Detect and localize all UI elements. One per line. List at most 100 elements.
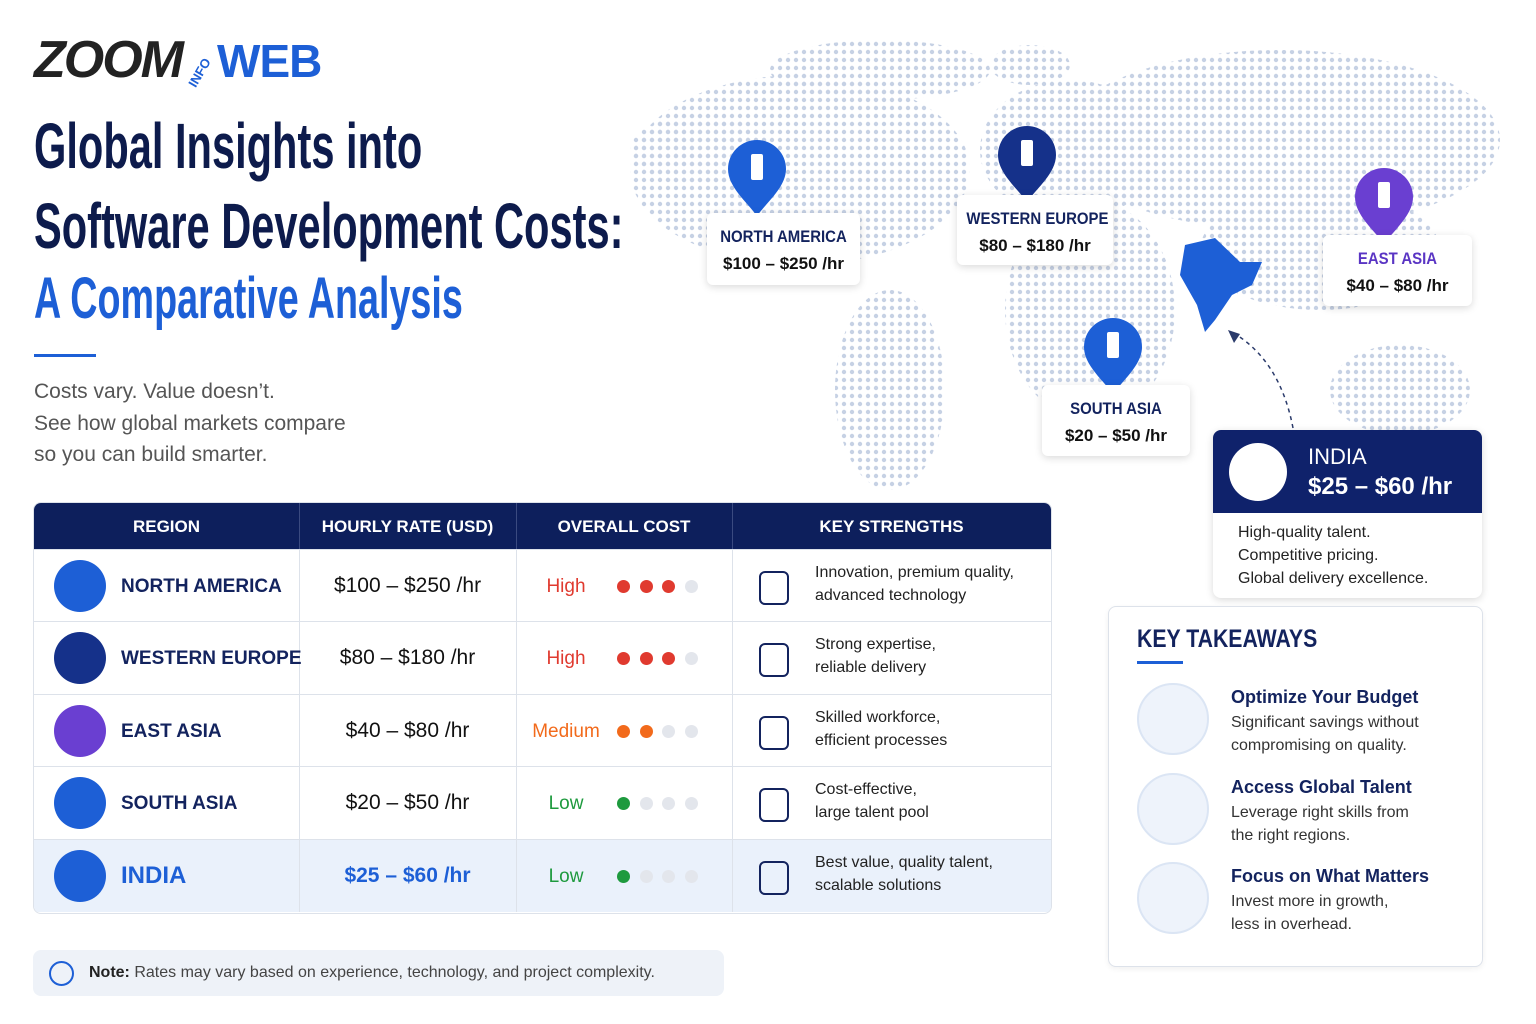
col-divider xyxy=(516,622,517,695)
takeaway-title: Focus on What Matters xyxy=(1231,866,1430,886)
logo-web: WEB xyxy=(217,35,322,87)
pin-rate: $80 – $180 /hr xyxy=(979,236,1091,255)
hourly-rate: $40 – $80 /hr xyxy=(345,718,470,742)
col-divider xyxy=(516,550,517,622)
cost-level: Low xyxy=(548,793,584,815)
pin-rate: $40 – $80 /hr xyxy=(1346,276,1449,295)
pin-label: WESTERN EUROPE $80 – $180 /hr xyxy=(957,195,1113,265)
pin-region: NORTH AMERICA xyxy=(720,227,847,246)
region-name: WESTERN EUROPE xyxy=(121,648,302,670)
table-row: WESTERN EUROPE $80 – $180 /hr High Strong e… xyxy=(34,621,1051,695)
takeaway-line: compromising on quality. xyxy=(1231,737,1407,754)
region-icon xyxy=(54,849,106,902)
note-icon xyxy=(49,961,74,986)
col-divider xyxy=(299,839,300,912)
col-divider xyxy=(299,694,300,767)
region-icon xyxy=(54,560,106,612)
col-divider xyxy=(516,767,517,840)
pin-glyph xyxy=(1378,182,1390,208)
intro-line: Costs vary. Value doesn’t. xyxy=(34,380,275,403)
cost-dot-empty xyxy=(684,869,698,883)
header-cell: REGION xyxy=(132,517,201,536)
india-highlight xyxy=(1180,238,1262,332)
col-divider xyxy=(299,767,300,840)
pin-region: EAST ASIA xyxy=(1357,249,1438,268)
note: Note: Rates may vary based on experience… xyxy=(33,950,724,996)
strength-icon xyxy=(759,860,789,895)
strength-line: large talent pool xyxy=(815,804,929,822)
cost-dot-empty xyxy=(639,797,653,811)
pin-glyph xyxy=(1107,332,1119,358)
table-row: SOUTH ASIA $20 – $50 /hr Low Cost-effective… xyxy=(34,766,1051,840)
header-cell: OVERALL COST xyxy=(557,517,691,536)
note-body: Rates may vary based on experience, tech… xyxy=(134,964,655,981)
subtitle: A Comparative Analysis xyxy=(34,266,463,331)
logo: ZOOM INFOWEB xyxy=(34,30,322,94)
col-divider xyxy=(732,767,733,840)
note-text: Note: Rates may vary based on experience… xyxy=(89,964,655,982)
col-divider xyxy=(299,622,300,695)
arrow xyxy=(1231,331,1294,429)
india-callout-line: High-quality talent. xyxy=(1238,524,1371,541)
col-divider xyxy=(299,503,300,549)
takeaway-title: Access Global Talent xyxy=(1231,776,1412,797)
title-line: Software Development Costs: xyxy=(34,190,624,262)
cost-dot-filled xyxy=(639,724,653,738)
table: REGION HOURLY RATE (USD) OVERALL COST KEY S… xyxy=(33,502,1052,914)
india-callout-region: INDIA xyxy=(1308,444,1367,469)
cost-dot-empty xyxy=(684,797,698,811)
table-row: INDIA $25 – $60 /hr Low Best value, quality… xyxy=(34,838,1051,912)
col-divider xyxy=(732,503,733,549)
cost-level: High xyxy=(546,648,586,670)
arrow-head xyxy=(1228,330,1240,343)
takeaway-line: Significant savings without xyxy=(1231,714,1419,731)
india-icon xyxy=(1229,443,1287,501)
pin-label: SOUTH ASIA $20 – $50 /hr xyxy=(1042,385,1190,456)
intro-line: so you can build smarter. xyxy=(34,443,268,466)
header-cell: KEY STRENGTHS xyxy=(819,517,964,536)
india-callout-rate: $25 – $60 /hr xyxy=(1308,473,1453,500)
col-divider xyxy=(516,839,517,912)
hourly-rate: $80 – $180 /hr xyxy=(339,646,476,670)
logo-info: INFO xyxy=(185,55,214,90)
takeaway-line: less in overhead. xyxy=(1231,916,1352,933)
col-divider xyxy=(516,503,517,549)
strength-line: efficient processes xyxy=(815,731,948,749)
cost-dot-empty xyxy=(684,724,698,738)
region-icon xyxy=(54,777,106,830)
table-header: REGION HOURLY RATE (USD) OVERALL COST KEY S… xyxy=(34,503,1051,549)
pin-region: WESTERN EUROPE xyxy=(966,209,1109,228)
strength-line: Skilled workforce, xyxy=(815,708,941,726)
cost-dot-filled xyxy=(617,580,630,593)
india-callout-line: Competitive pricing. xyxy=(1238,547,1379,564)
title-line: Global Insights into xyxy=(34,110,423,182)
col-divider xyxy=(732,694,733,767)
region-icon xyxy=(54,632,106,685)
strength-line: Innovation, premium quality, xyxy=(815,564,1014,581)
pin-rate: $20 – $50 /hr xyxy=(1064,426,1168,445)
takeaway-icon xyxy=(1137,772,1209,845)
strength-line: reliable delivery xyxy=(815,659,927,677)
cost-level: High xyxy=(546,576,586,597)
pin-region: SOUTH ASIA xyxy=(1070,399,1162,418)
pin-label: EAST ASIA $40 – $80 /hr xyxy=(1323,235,1472,306)
hourly-rate: $20 – $50 /hr xyxy=(345,791,470,815)
region-name: EAST ASIA xyxy=(121,720,222,742)
cost-dot-filled xyxy=(617,724,630,738)
strength-icon xyxy=(759,715,789,750)
region-name: NORTH AMERICA xyxy=(121,576,282,597)
note-label: Note: xyxy=(89,964,130,981)
cost-dot-filled xyxy=(662,580,675,593)
cost-dot-filled xyxy=(662,652,675,666)
logo-zoom: ZOOM xyxy=(34,31,184,89)
cost-dot-filled xyxy=(639,652,653,666)
hourly-rate: $100 – $250 /hr xyxy=(333,574,482,597)
strength-icon xyxy=(759,571,789,605)
cost-dot-filled xyxy=(639,580,653,593)
col-divider xyxy=(732,622,733,695)
takeaway-icon xyxy=(1137,683,1209,755)
cost-dot-empty xyxy=(662,797,675,811)
cost-dot-filled xyxy=(617,869,630,883)
pin-glyph xyxy=(751,154,763,180)
